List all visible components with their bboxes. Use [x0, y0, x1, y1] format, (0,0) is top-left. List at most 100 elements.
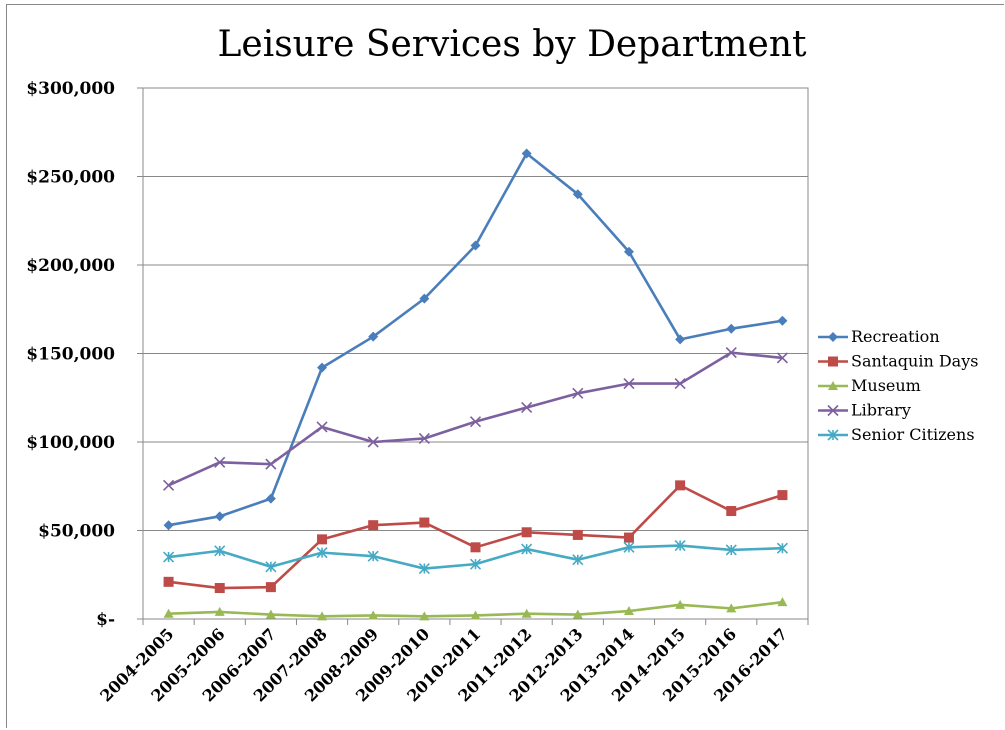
y-tick-label: $300,000	[26, 79, 115, 99]
data-point	[776, 352, 788, 364]
data-point	[725, 347, 737, 359]
data-point	[776, 542, 788, 554]
legend-label: Recreation	[851, 327, 940, 346]
data-point	[623, 246, 634, 257]
data-point	[265, 609, 276, 619]
data-point	[469, 416, 482, 428]
data-point	[726, 323, 737, 334]
data-point	[163, 576, 174, 587]
y-tick-label: $-	[96, 610, 115, 630]
series-line	[168, 152, 783, 527]
gridlines	[143, 87, 808, 620]
series-santaquin-days	[163, 480, 788, 594]
data-point	[470, 240, 481, 251]
legend-label: Santaquin Days	[851, 352, 978, 371]
data-point	[521, 608, 532, 618]
data-point	[521, 401, 533, 414]
legend-label: Library	[851, 401, 911, 420]
data-point	[214, 583, 225, 594]
data-point	[265, 493, 276, 504]
series-group	[163, 148, 788, 621]
data-point	[521, 148, 532, 159]
data-point	[572, 609, 583, 619]
data-point	[367, 436, 379, 448]
data-point	[675, 334, 686, 345]
series-recreation	[163, 148, 788, 531]
data-point	[214, 456, 226, 468]
data-point	[675, 480, 686, 491]
data-point	[675, 599, 686, 609]
data-point	[368, 520, 379, 531]
data-point	[572, 554, 584, 566]
series-senior-citizens	[163, 539, 788, 575]
y-tick-label: $200,000	[26, 256, 115, 276]
legend-item: Library	[818, 401, 911, 420]
legend-label: Museum	[851, 376, 921, 395]
legend-marker	[828, 356, 838, 367]
data-point	[521, 543, 533, 555]
legend-marker	[827, 404, 839, 417]
data-point	[316, 421, 328, 433]
legend-item: Museum	[818, 376, 921, 395]
chart-title: Leisure Services by Department	[217, 24, 807, 65]
data-point	[674, 378, 686, 390]
series-library	[163, 347, 788, 491]
data-point	[572, 189, 583, 200]
legend-marker	[828, 332, 838, 342]
data-point	[214, 511, 225, 522]
data-point	[469, 558, 482, 570]
y-axis: $- $50,000 $100,000 $150,000 $200,000 $250,00…	[26, 79, 143, 630]
data-point	[726, 506, 737, 517]
data-point	[623, 378, 635, 390]
x-axis: 2004-20052005-20062006-20072007-20082008…	[96, 619, 809, 706]
data-point	[316, 547, 328, 559]
data-point	[470, 610, 481, 620]
legend-item: Senior Citizens	[818, 425, 975, 444]
data-point	[572, 387, 584, 399]
data-point	[265, 458, 277, 470]
data-point	[572, 529, 583, 540]
data-point	[777, 315, 788, 326]
y-tick-label: $150,000	[26, 345, 115, 365]
data-point	[368, 331, 379, 342]
data-point	[265, 582, 276, 593]
y-tick-label: $250,000	[26, 168, 115, 188]
data-point	[419, 611, 430, 621]
data-point	[470, 542, 481, 553]
data-point	[317, 611, 328, 621]
y-tick-label: $50,000	[38, 522, 115, 542]
data-point	[163, 520, 174, 531]
legend: Recreation Santaquin Days Museum Library Sen…	[818, 327, 978, 444]
legend-item: Recreation	[818, 327, 940, 346]
data-point	[777, 597, 788, 607]
legend-marker	[827, 429, 839, 441]
series-line	[168, 484, 783, 590]
data-point	[725, 544, 737, 556]
data-point	[214, 606, 225, 616]
y-tick-label: $100,000	[26, 433, 115, 453]
chart-frame	[6, 4, 1004, 728]
legend-marker	[828, 381, 838, 390]
data-point	[521, 527, 532, 538]
series-museum	[163, 597, 788, 621]
series-line	[168, 351, 783, 487]
data-point	[367, 550, 379, 562]
data-point	[418, 562, 430, 575]
data-point	[163, 551, 175, 563]
data-point	[317, 534, 328, 545]
data-point	[419, 293, 430, 304]
data-point	[163, 479, 175, 491]
legend-label: Senior Citizens	[851, 425, 975, 444]
data-point	[265, 561, 277, 573]
data-point	[726, 603, 737, 613]
data-point	[674, 539, 686, 552]
data-point	[623, 606, 634, 616]
data-point	[623, 532, 634, 543]
data-point	[214, 545, 226, 557]
data-point	[777, 490, 788, 501]
data-point	[368, 610, 379, 620]
data-point	[419, 517, 430, 528]
data-point	[623, 541, 635, 553]
data-point	[163, 608, 174, 618]
